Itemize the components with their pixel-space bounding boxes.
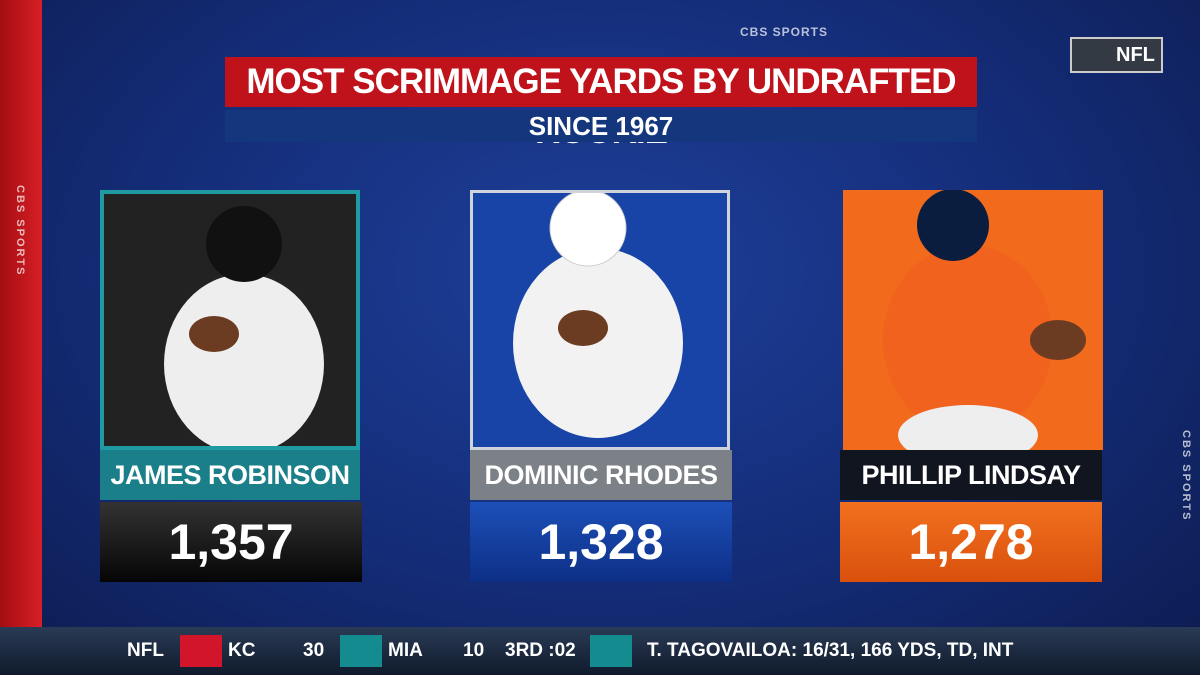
brand: CBS SPORTS [740,25,829,39]
ticker-stat: T. TAGOVAILOA: 16/31, 166 YDS, TD, INT [647,640,1014,661]
player-photo [100,190,360,454]
network-logo: NFL [1070,37,1163,73]
ticker-score: 30 [303,640,325,661]
team-logo [340,635,382,667]
player-photo [843,189,1103,465]
side-brand: CBS SPORTS [1180,430,1192,522]
side-brand: CBS SPORTS [14,185,26,277]
player-name: PHILLIP LINDSAY [840,450,1102,500]
player-yards: 1,328 [470,502,732,582]
ticker-clock: 3RD :02 [505,640,576,661]
team-logo [180,635,222,667]
ticker-team: KC [228,640,256,661]
title: MOST SCRIMMAGE YARDS BY UNDRAFTED ROOKIE [225,57,977,151]
ticker-team: MIA [388,640,423,661]
ticker-score: 10 [463,640,485,661]
subtitle: SINCE 1967 [225,110,977,142]
player-yards: 1,278 [840,502,1102,582]
player-name: JAMES ROBINSON [100,450,360,500]
player-photo [470,189,730,450]
ticker-league: NFL [127,640,164,661]
player-yards: 1,357 [100,502,362,582]
team-logo [590,635,632,667]
player-name: DOMINIC RHODES [470,450,732,500]
score-ticker: NFL KC 30 MIA 10 3RD :02 T. TAGOVAILOA: … [0,627,1200,675]
side-bar [0,0,42,627]
